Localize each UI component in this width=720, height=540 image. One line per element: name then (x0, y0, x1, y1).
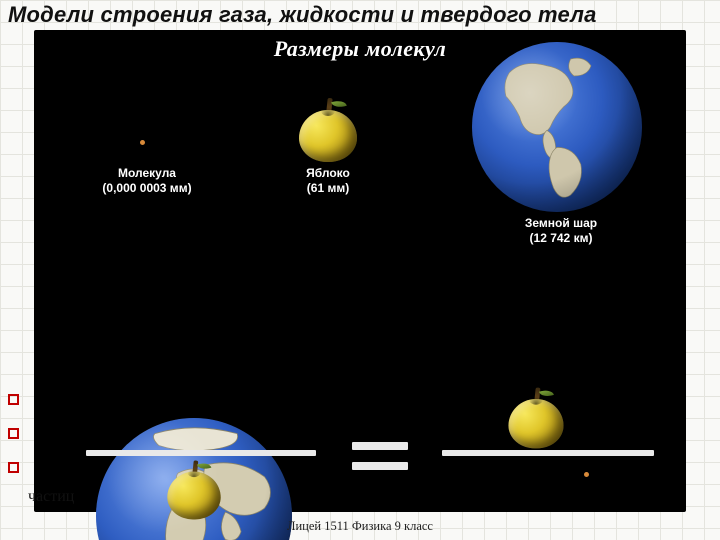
apple-top (296, 98, 360, 162)
slide-title: Модели строения газа, жидкости и твердог… (8, 2, 597, 28)
apple-body-icon (299, 110, 357, 162)
fraction-bar-right (442, 450, 654, 456)
molecule-dot (140, 140, 145, 145)
slide-footer: Лицей 1511 Физика 9 класс (0, 519, 720, 534)
molecule-dot-ratio (584, 472, 589, 477)
bullet-list-markers (8, 394, 30, 496)
equals-bar-bottom (352, 462, 408, 470)
apple-dent-icon (188, 468, 201, 477)
apple-ratio-denominator (165, 461, 224, 520)
apple-dent-icon (321, 106, 335, 116)
bullet-marker (8, 428, 19, 439)
apple-body-icon (167, 472, 220, 520)
apple-ratio-numerator (506, 388, 567, 449)
earth-caption: Земной шар (12 742 км) (486, 216, 636, 246)
bullet-marker (8, 462, 19, 473)
bullet-marker (8, 394, 19, 405)
molecule-size-board: Размеры молекул Молекула (0,000 0003 мм)… (34, 30, 686, 512)
equals-bar-top (352, 442, 408, 450)
globe-shade-icon (472, 42, 642, 212)
fraction-bar-left (86, 450, 316, 456)
globe-top (472, 42, 642, 212)
truncated-list-text: частиц (28, 488, 74, 506)
apple-dent-icon (529, 395, 542, 405)
molecule-caption: Молекула (0,000 0003 мм) (72, 166, 222, 196)
apple-caption: Яблоко (61 мм) (278, 166, 378, 196)
apple-body-icon (508, 399, 563, 448)
